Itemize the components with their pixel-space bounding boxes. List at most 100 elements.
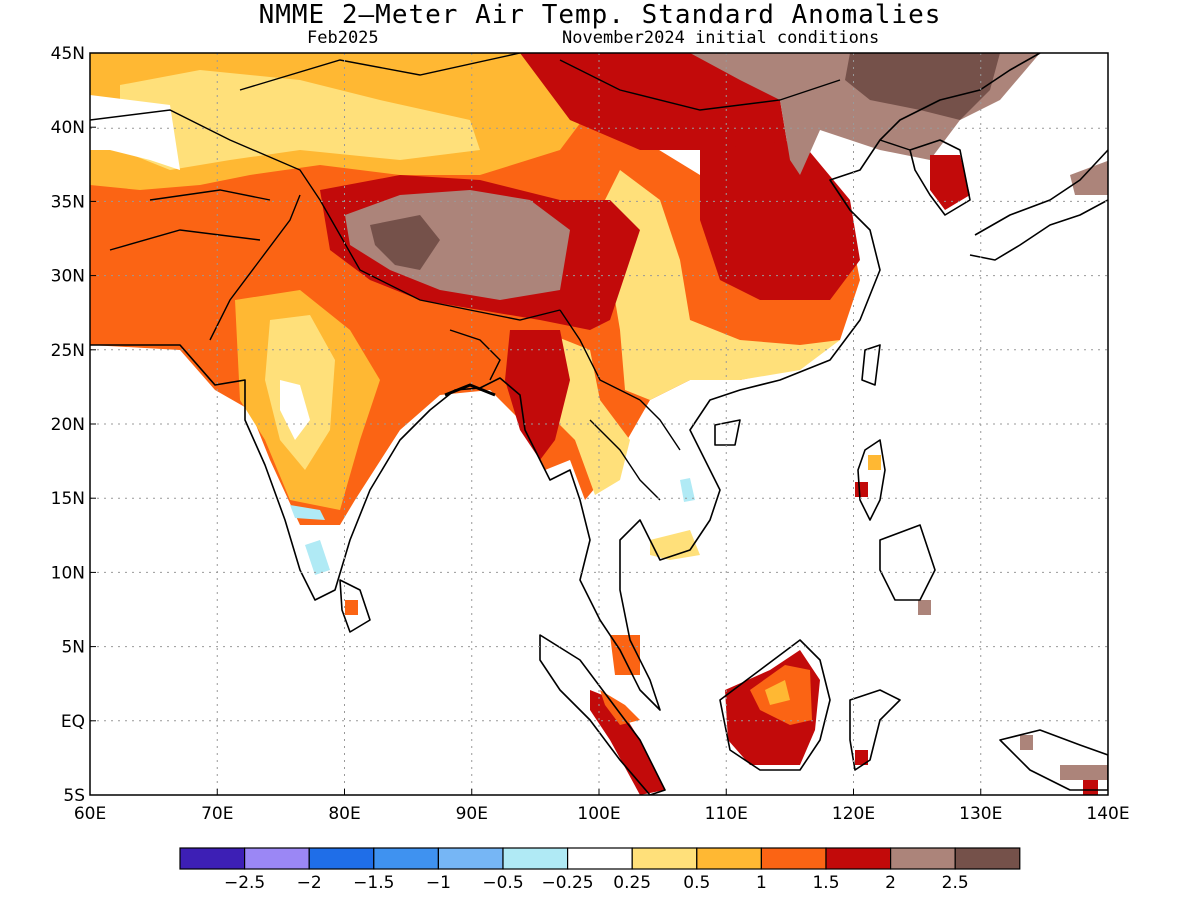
anomaly-cell-sulawesi <box>855 750 868 765</box>
anomaly-region-tan-japan <box>1070 160 1108 195</box>
initial-conditions: November2024 initial conditions <box>562 28 880 48</box>
colorbar-swatch <box>825 847 892 870</box>
coastline-hainan <box>714 419 741 446</box>
anomaly-cell-new-guinea-tan <box>1060 765 1108 780</box>
colorbar-swatch <box>696 847 762 870</box>
y-tick-label: 10N <box>51 563 85 583</box>
colorbar-swatch <box>631 847 698 870</box>
anomaly-region-red-sumatra <box>590 690 665 795</box>
border-myanmar-china <box>559 309 641 401</box>
border-india-pakistan <box>209 194 301 341</box>
coastline-japan <box>969 149 1108 261</box>
x-tick-label: 130E <box>959 804 1002 824</box>
colorbar-label: −2 <box>297 873 322 893</box>
anomaly-region-light-blue-india-2 <box>290 505 325 520</box>
colorbar-label: −0.5 <box>482 873 523 893</box>
border-central-asia <box>90 109 321 251</box>
border-indochina <box>589 399 681 501</box>
colorbar: −2.5 −2 −1.5 −1 −0.5 −0.25 0.25 0.5 1 1.5 2 2.5 <box>179 847 1021 893</box>
x-tick-label: 140E <box>1086 804 1129 824</box>
colorbar-label: 1 <box>756 873 767 893</box>
colorbar-label: −1.5 <box>353 873 394 893</box>
coastline-bay-of-bengal-delta <box>444 383 496 397</box>
x-tick-label: 70E <box>201 804 233 824</box>
colorbar-swatch <box>373 847 439 870</box>
anomaly-cell-luzon-yellow <box>868 455 881 470</box>
y-tick-label: 45N <box>51 44 85 64</box>
coastline-philippines-south <box>879 524 936 601</box>
colorbar-swatch <box>308 847 375 870</box>
colorbar-swatch <box>244 847 310 870</box>
colorbar-swatch <box>502 847 569 870</box>
anomaly-region-tan-tibet <box>345 190 570 300</box>
anomaly-fields <box>90 53 1108 795</box>
x-tick-label: 80E <box>328 804 360 824</box>
colorbar-swatch <box>566 847 633 870</box>
x-axis-ticks: 60E 70E 80E 90E 100E 110E 120E 130E 140E <box>74 789 1130 824</box>
border-korea-china <box>879 139 911 151</box>
anomaly-region-red-korea <box>930 155 970 210</box>
x-tick-label: 100E <box>577 804 620 824</box>
x-tick-label: 110E <box>705 804 748 824</box>
anomaly-cell-new-guinea-small <box>1020 735 1033 750</box>
anomaly-region-red-myanmar <box>505 330 570 460</box>
y-tick-label: 25N <box>51 341 85 361</box>
anomaly-region-brown-tibet <box>370 215 440 270</box>
anomaly-region-brown-northeast <box>845 53 1000 120</box>
anomaly-region-yellow-north <box>120 70 480 170</box>
coastline-borneo <box>719 639 831 771</box>
country-borders <box>90 53 911 501</box>
colorbar-label: −0.25 <box>542 873 594 893</box>
coastline-sumatra <box>539 634 666 795</box>
coastline-taiwan <box>861 344 881 386</box>
border-himalaya <box>319 199 561 321</box>
y-axis-ticks: 5S EQ 5N 10N 15N 20N 25N 30N 35N 40N 45N <box>51 44 96 806</box>
anomaly-region-yellow-cambodia <box>650 530 700 560</box>
anomaly-cell-mindanao <box>918 600 931 615</box>
colorbar-label: 0.5 <box>683 873 710 893</box>
anomaly-region-red-north-china <box>520 53 790 160</box>
map-title: NMME 2—Meter Air Temp. Standard Anomalie… <box>258 0 942 30</box>
y-tick-label: 35N <box>51 192 85 212</box>
y-tick-label: 20N <box>51 415 85 435</box>
coastline-sri-lanka <box>339 579 371 633</box>
y-tick-label: 15N <box>51 489 85 509</box>
anomaly-region-neutral-india <box>280 380 310 440</box>
colorbar-swatch <box>954 847 1021 870</box>
anomaly-cell-luzon-red <box>855 482 868 497</box>
colorbar-swatch <box>179 847 246 870</box>
border-china-mongolia <box>239 53 841 111</box>
grid-lines <box>90 53 1108 795</box>
colorbar-label: −1 <box>426 873 451 893</box>
y-tick-label: 30N <box>51 267 85 287</box>
anomaly-region-yellow-south-china <box>600 170 840 400</box>
y-tick-label: 5N <box>61 638 85 658</box>
anomaly-region-light-blue-india <box>305 540 330 575</box>
x-tick-label: 90E <box>456 804 488 824</box>
colorbar-label: 2 <box>885 873 896 893</box>
coastline-new-guinea <box>999 729 1108 791</box>
anomaly-region-red-east-china <box>700 140 860 300</box>
coastline-sulawesi <box>849 689 901 771</box>
x-tick-label: 60E <box>74 804 106 824</box>
colorbar-label: 0.25 <box>613 873 651 893</box>
colorbar-swatch <box>437 847 504 870</box>
colorbar-label: −2.5 <box>224 873 265 893</box>
coastline-mainland <box>90 53 1041 711</box>
anomaly-cell-new-guinea-red <box>1083 780 1098 795</box>
coastlines <box>90 53 1108 795</box>
coastline-korea <box>909 139 971 216</box>
anomaly-cell-sri-lanka <box>345 600 358 615</box>
anomaly-region-light-blue-thailand <box>680 478 695 502</box>
anomaly-region-neutral-northwest <box>90 95 180 170</box>
anomaly-region-light-orange-borneo <box>765 680 790 705</box>
colorbar-swatch <box>760 847 827 870</box>
coastline-luzon <box>857 439 886 521</box>
colorbar-label: 1.5 <box>812 873 839 893</box>
colorbar-label: 2.5 <box>942 873 969 893</box>
y-tick-label: EQ <box>61 712 85 732</box>
y-tick-label: 5S <box>63 786 85 806</box>
y-tick-label: 40N <box>51 118 85 138</box>
valid-month: Feb2025 <box>307 28 379 48</box>
